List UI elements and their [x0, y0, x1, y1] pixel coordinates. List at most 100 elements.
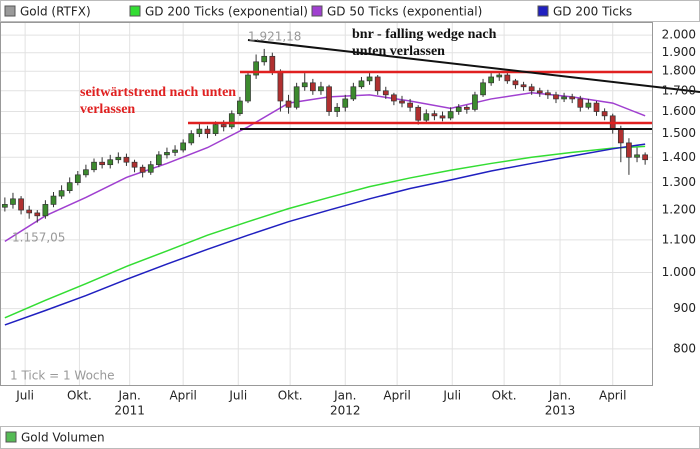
candle-body	[285, 100, 292, 108]
y-tick-label: 800	[673, 341, 696, 355]
candle-body	[156, 154, 162, 166]
candle-body	[431, 113, 438, 117]
y-tick-label: 1.000	[662, 265, 696, 279]
candle-body	[447, 111, 454, 119]
candle-body	[42, 204, 49, 217]
candle-body	[66, 182, 73, 191]
volume-strip	[0, 426, 700, 449]
x-tick-label: Jan.	[118, 389, 141, 403]
ma-line	[4, 145, 646, 319]
legend: Gold (RTFX) GD 200 Ticks (exponential) GD …	[4, 5, 632, 19]
wedge-note: unten verlassen	[352, 44, 445, 59]
candle-body	[536, 90, 543, 94]
candle-body	[350, 86, 357, 100]
candle-body	[196, 128, 203, 134]
y-tick-label: 1.900	[662, 45, 696, 59]
candle-body	[399, 100, 405, 104]
low-label: 1.157,05	[12, 231, 65, 245]
candle-body	[204, 128, 211, 134]
candle-body	[326, 86, 332, 112]
candle-body	[577, 98, 584, 108]
candle-body	[593, 102, 600, 112]
x-tick-label: Jan.	[333, 389, 356, 403]
x-year-label: 2013	[545, 404, 576, 418]
candle-body	[269, 55, 276, 72]
drawn-trendlines	[188, 39, 700, 130]
candle-body	[147, 164, 154, 173]
y-tick-label: 1.200	[662, 203, 696, 217]
candle-body	[334, 106, 341, 112]
y-tick-label: 1.500	[662, 126, 696, 140]
candle-body	[366, 76, 373, 82]
candle-body	[83, 169, 89, 176]
high-label: 1.921,18	[248, 30, 301, 44]
x-tick-label: Jan.	[548, 389, 571, 403]
candle-body	[407, 102, 413, 108]
candle-body	[123, 156, 130, 163]
candle-body	[545, 92, 551, 96]
candle-body	[18, 198, 24, 211]
candle-body	[99, 161, 105, 166]
y-tick-label: 1.100	[662, 232, 696, 246]
x-year-label: 2011	[114, 404, 145, 418]
candle-body	[488, 76, 494, 84]
candle-body	[139, 166, 146, 173]
ma-line	[4, 143, 646, 326]
candle-body	[318, 86, 324, 92]
candle-body	[439, 115, 446, 119]
candle-body	[2, 204, 8, 208]
sideways-note: verlassen	[80, 102, 135, 117]
candle-body	[342, 98, 349, 108]
plot-frame	[0, 22, 653, 386]
candle-body	[309, 82, 316, 92]
x-tick-label: April	[383, 389, 410, 403]
legend-swatch	[129, 5, 141, 17]
candle-body	[358, 80, 365, 88]
candle-body	[585, 102, 592, 108]
x-tick-label: April	[169, 389, 196, 403]
candle-body	[472, 94, 478, 110]
sideways-note: seitwärtstrend nach unten	[80, 85, 236, 100]
candle-body	[382, 90, 389, 96]
candle-body	[293, 86, 300, 108]
tick-note: 1 Tick = 1 Woche	[10, 369, 115, 383]
wedge-note: bnr - falling wedge nach	[352, 27, 497, 42]
candle-body	[164, 152, 170, 156]
candle-body	[131, 161, 138, 168]
y-tick-label: 1.300	[662, 175, 696, 189]
legend-swatch	[4, 5, 16, 17]
candle-body	[496, 74, 503, 78]
x-tick-label: Okt.	[278, 389, 303, 403]
candle-body	[528, 86, 535, 92]
y-tick-label: 2.000	[662, 28, 696, 42]
candle-body	[520, 84, 527, 88]
x-tick-label: Juli	[442, 389, 461, 403]
candle-body	[512, 80, 519, 86]
candle-body	[391, 94, 397, 102]
candle-body	[107, 159, 114, 166]
x-tick-label: Juli	[15, 389, 34, 403]
x-tick-label: Okt.	[67, 389, 92, 403]
y-tick-label: 1.800	[662, 64, 696, 78]
candle-body	[504, 74, 511, 82]
candle-body	[553, 94, 559, 100]
x-tick-label: April	[599, 389, 626, 403]
candle-body	[301, 82, 308, 88]
candle-body	[277, 70, 284, 102]
candle-body	[463, 106, 470, 110]
candle-body	[212, 124, 219, 134]
candle-body	[237, 100, 243, 115]
candle-body	[455, 106, 462, 112]
x-tick-label: Juli	[228, 389, 247, 403]
y-tick-label: 1.600	[662, 104, 696, 118]
candle-body	[26, 209, 33, 214]
candle-body	[626, 142, 632, 158]
legend-label: GD 50 Ticks (exponential)	[327, 5, 482, 19]
y-tick-label: 900	[673, 301, 696, 315]
candle-body	[617, 128, 624, 144]
wedge-upper-line	[247, 39, 700, 93]
candle-body	[569, 96, 576, 100]
candle-body	[115, 156, 122, 161]
legend-swatch	[5, 431, 17, 443]
